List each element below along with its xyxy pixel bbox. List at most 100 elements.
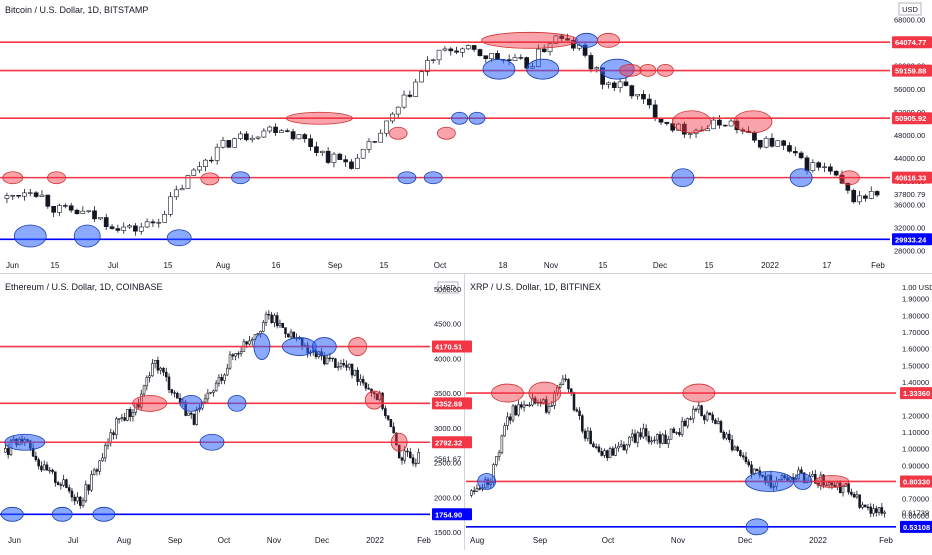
eth-candle-body <box>65 479 68 488</box>
xrp-candle-body <box>733 446 737 451</box>
eth-candle-body <box>59 484 63 486</box>
xrp-candle-body <box>639 432 642 438</box>
eth-candle-body <box>101 457 104 462</box>
xrp-candle-body <box>583 430 587 439</box>
xrp-candle-body <box>858 494 861 508</box>
xrp-candle-body <box>606 450 609 459</box>
xrp-x-tick-6: Feb <box>879 536 893 545</box>
xrp-level-tag-bg-1 <box>900 475 932 488</box>
btc-candle-body <box>857 195 862 203</box>
xrp-candle-body <box>542 399 545 404</box>
btc-candle-body <box>804 157 810 171</box>
eth-candle-body <box>92 469 96 475</box>
eth-candle-body <box>350 363 354 376</box>
xrp-candle-body <box>528 404 531 407</box>
eth-marker-4 <box>132 394 168 412</box>
btc-panel: Bitcoin / U.S. Dollar, 1D, BITSTAMP USD … <box>0 2 932 270</box>
xrp-candle-body <box>833 484 836 488</box>
btc-candle-body <box>16 195 21 197</box>
btc-candle-body <box>10 195 16 197</box>
eth-candle-body <box>334 358 337 368</box>
xrp-candle-body <box>508 416 512 421</box>
btc-candle-body <box>471 45 477 50</box>
btc-x-tick-7: 15 <box>380 261 389 270</box>
btc-marker-7 <box>285 111 353 125</box>
btc-level-tag-1: 59159.88 <box>895 67 926 76</box>
btc-x-tick-2: Jul <box>108 261 118 270</box>
btc-currency-box[interactable] <box>898 2 922 16</box>
eth-candle-body <box>264 313 268 323</box>
btc-candle-body <box>185 175 191 189</box>
btc-level-tag-bg-4 <box>892 233 932 246</box>
btc-x-tick-15: 17 <box>823 261 832 270</box>
eth-candle-body <box>234 353 237 357</box>
btc-candle-body <box>395 106 401 115</box>
eth-x-tick-2: Aug <box>117 536 131 545</box>
btc-candle-body <box>495 53 500 60</box>
eth-candle-body <box>375 393 379 401</box>
btc-candle-body <box>868 191 874 199</box>
btc-candle-body <box>775 140 781 147</box>
btc-candle-body <box>711 119 716 130</box>
btc-candle-body <box>86 210 92 212</box>
eth-candle-body <box>231 354 235 357</box>
xrp-level-tag-1: 0.80330 <box>903 477 930 486</box>
eth-level-tag-bg-0 <box>432 340 472 353</box>
xrp-x-tick-3: Nov <box>671 536 685 545</box>
xrp-candle-body <box>825 484 828 487</box>
btc-candle-body <box>705 128 711 132</box>
eth-candle-body <box>98 460 101 472</box>
btc-marker-15 <box>526 58 560 80</box>
eth-candle-body <box>237 353 240 355</box>
btc-level-tag-bg-0 <box>892 36 932 49</box>
btc-candle-body <box>57 205 62 213</box>
eth-candle-body <box>162 367 165 373</box>
eth-candle-body <box>76 496 79 502</box>
btc-candle-body <box>611 82 617 88</box>
eth-currency-box[interactable] <box>437 281 459 294</box>
btc-candle-body <box>810 162 816 171</box>
xrp-candle-body <box>664 434 667 444</box>
btc-candle-body <box>757 139 763 148</box>
eth-candle-body <box>348 363 351 368</box>
eth-candle-body <box>203 398 207 403</box>
btc-candle-body <box>144 221 150 228</box>
btc-title: Bitcoin / U.S. Dollar, 1D, BITSTAMP <box>5 5 148 15</box>
eth-marker-2 <box>51 506 73 522</box>
btc-candle-body <box>284 130 290 132</box>
xrp-candle-body <box>714 419 717 424</box>
btc-y-tick-0: 68000.00 <box>894 16 925 25</box>
eth-marker-3 <box>92 506 116 522</box>
btc-candle-body <box>62 205 68 207</box>
btc-candle-body <box>103 217 109 228</box>
btc-candle-body <box>477 49 483 56</box>
xrp-candle-body <box>863 504 867 508</box>
btc-y-tick-8: 36000.00 <box>894 200 925 209</box>
xrp-candle-body <box>572 392 576 411</box>
xrp-x-tick-1: Sep <box>533 536 548 545</box>
btc-candle-body <box>629 85 635 97</box>
btc-y-tick-6: 44000.00 <box>894 154 925 163</box>
btc-candle-body <box>845 182 851 191</box>
btc-candle-body <box>617 81 623 88</box>
xrp-candle-body <box>522 404 526 408</box>
eth-marker-9 <box>281 337 317 356</box>
btc-marker-24 <box>671 168 695 188</box>
btc-candle-body <box>349 161 354 169</box>
xrp-y-tick-11: 0.60000 <box>902 511 929 520</box>
btc-level-tag-bg-2 <box>892 112 932 125</box>
xrp-x-tick-4: Dec <box>738 536 752 545</box>
xrp-candle-body <box>883 511 886 514</box>
eth-candle-body <box>42 464 46 471</box>
xrp-marker-6 <box>793 473 813 490</box>
xrp-candle-body <box>520 404 523 408</box>
eth-candle-body <box>112 432 115 436</box>
xrp-y-tick-7: 1.10000 <box>902 428 929 437</box>
btc-candle-body <box>442 48 448 51</box>
eth-level-tag-bg-3 <box>432 508 472 521</box>
eth-candle-body <box>95 469 99 472</box>
xrp-candle-body <box>655 434 659 441</box>
eth-candle-body <box>323 355 326 365</box>
eth-candle-body <box>67 487 71 492</box>
xrp-candle-body <box>697 405 701 410</box>
